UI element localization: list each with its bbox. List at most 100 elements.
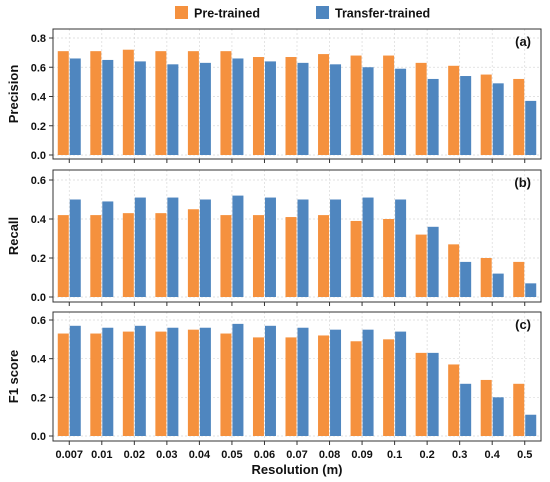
panel-label: (a) <box>515 34 531 49</box>
y-tick-label: 0.4 <box>31 354 47 366</box>
bar-transfer-trained <box>167 64 179 155</box>
bar-pre-trained <box>350 55 362 155</box>
y-tick-label: 0.2 <box>31 392 46 404</box>
bar-transfer-trained <box>264 61 276 155</box>
y-tick-label: 0.8 <box>31 33 46 45</box>
bar-transfer-trained <box>297 327 309 436</box>
x-tick-label: 0.4 <box>485 449 501 461</box>
bar-pre-trained <box>285 217 297 297</box>
bar-transfer-trained <box>427 352 439 436</box>
bar-transfer-trained <box>232 323 244 436</box>
bar-pre-trained <box>350 341 362 436</box>
bar-transfer-trained <box>362 67 374 155</box>
y-tick-label: 0.6 <box>31 62 46 74</box>
bar-pre-trained <box>513 78 525 155</box>
bar-transfer-trained <box>395 68 407 155</box>
bar-pre-trained <box>187 209 199 297</box>
x-tick-label: 0.06 <box>254 449 275 461</box>
panel-label: (b) <box>514 175 531 190</box>
bar-pre-trained <box>90 333 102 436</box>
bar-transfer-trained <box>460 261 472 297</box>
bar-pre-trained <box>122 331 134 436</box>
bar-pre-trained <box>252 57 264 156</box>
bar-pre-trained <box>415 352 427 436</box>
bar-pre-trained <box>220 215 232 297</box>
bar-pre-trained <box>318 215 330 297</box>
y-tick-label: 0.6 <box>31 175 46 187</box>
bar-pre-trained <box>383 55 395 155</box>
bar-transfer-trained <box>102 201 114 297</box>
bar-pre-trained <box>57 215 69 297</box>
bar-transfer-trained <box>69 58 81 155</box>
x-tick-label: 0.07 <box>286 449 307 461</box>
x-tick-label: 0.05 <box>221 449 242 461</box>
bar-transfer-trained <box>492 83 504 155</box>
bar-transfer-trained <box>134 61 146 155</box>
y-axis-label: F1 score <box>6 350 21 403</box>
bar-pre-trained <box>480 258 492 297</box>
bar-transfer-trained <box>492 397 504 436</box>
bar-pre-trained <box>252 337 264 436</box>
bar-transfer-trained <box>69 199 81 297</box>
bar-pre-trained <box>155 51 167 155</box>
bar-transfer-trained <box>460 76 472 155</box>
bar-pre-trained <box>513 383 525 436</box>
x-tick-label: 0.09 <box>351 449 372 461</box>
x-tick-label: 0.01 <box>91 449 112 461</box>
bar-transfer-trained <box>134 197 146 297</box>
bar-transfer-trained <box>264 325 276 436</box>
bar-pre-trained <box>187 329 199 436</box>
bar-transfer-trained <box>232 58 244 155</box>
bar-pre-trained <box>57 333 69 436</box>
bar-pre-trained <box>383 219 395 297</box>
bar-pre-trained <box>122 213 134 297</box>
bar-transfer-trained <box>427 226 439 297</box>
bar-pre-trained <box>318 54 330 155</box>
bar-pre-trained <box>383 339 395 436</box>
legend-swatch-pre-trained <box>175 6 188 19</box>
bar-pre-trained <box>415 62 427 155</box>
bar-transfer-trained <box>330 199 342 297</box>
bar-pre-trained <box>220 51 232 155</box>
bar-transfer-trained <box>167 327 179 436</box>
bar-pre-trained <box>57 51 69 155</box>
bar-transfer-trained <box>362 197 374 297</box>
y-tick-label: 0.4 <box>31 92 47 104</box>
x-tick-label: 0.1 <box>387 449 402 461</box>
x-tick-label: 0.04 <box>189 449 211 461</box>
x-tick-label: 0.3 <box>452 449 467 461</box>
y-tick-label: 0.2 <box>31 253 46 265</box>
y-axis-label: Recall <box>6 217 21 255</box>
bar-transfer-trained <box>525 100 537 155</box>
y-tick-label: 0.4 <box>31 214 47 226</box>
y-axis-label: Precision <box>6 65 21 124</box>
bar-pre-trained <box>285 57 297 156</box>
x-tick-label: 0.007 <box>56 449 84 461</box>
y-tick-label: 0.0 <box>31 150 46 162</box>
y-tick-label: 0.0 <box>31 292 46 304</box>
legend-swatch-transfer-trained <box>316 6 329 19</box>
x-tick-label: 0.08 <box>319 449 340 461</box>
x-tick-label: 0.2 <box>419 449 434 461</box>
bar-pre-trained <box>513 261 525 297</box>
bar-transfer-trained <box>199 327 211 436</box>
bar-pre-trained <box>90 51 102 155</box>
bar-pre-trained <box>220 333 232 436</box>
bar-transfer-trained <box>525 283 537 297</box>
bar-transfer-trained <box>199 62 211 155</box>
bar-transfer-trained <box>69 325 81 436</box>
bar-pre-trained <box>90 215 102 297</box>
bar-pre-trained <box>285 337 297 436</box>
bar-pre-trained <box>252 215 264 297</box>
bar-transfer-trained <box>232 195 244 297</box>
bar-pre-trained <box>187 51 199 155</box>
bar-transfer-trained <box>362 329 374 436</box>
bar-transfer-trained <box>102 327 114 436</box>
bar-transfer-trained <box>330 64 342 155</box>
bar-transfer-trained <box>297 199 309 297</box>
x-tick-label: 0.5 <box>517 449 532 461</box>
y-tick-label: 0.2 <box>31 121 46 133</box>
x-tick-label: 0.03 <box>156 449 177 461</box>
